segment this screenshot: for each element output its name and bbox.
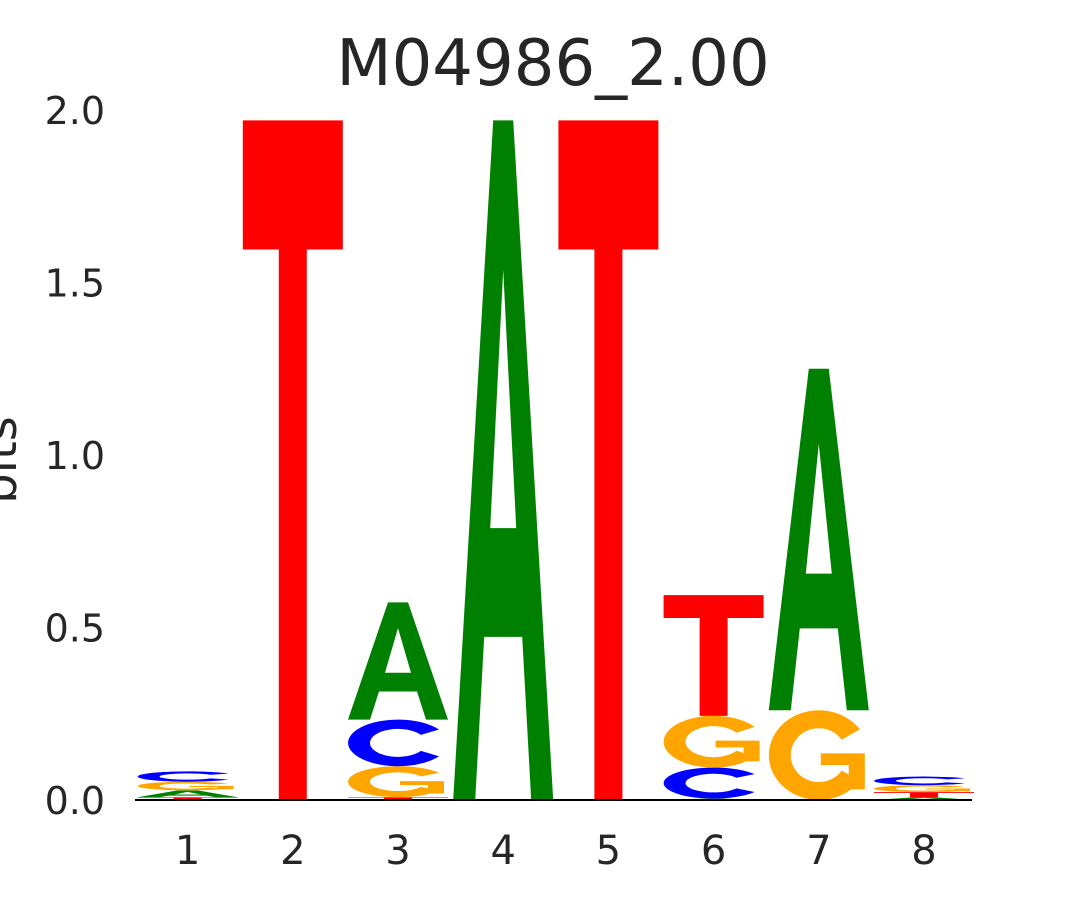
x-tick-label: 3 [385,828,410,874]
logo-letter-G [348,766,444,798]
letter-glyph-shape [242,120,343,801]
letter-glyph-shape [348,719,439,767]
logo-letter-T [348,797,448,800]
logo-letter-G [768,710,865,800]
x-tick-label: 1 [175,828,200,874]
letter-glyph-shape [189,785,234,790]
logo-letter-C [348,719,439,767]
logo-letter-C [137,771,229,782]
logo-letter-A [768,368,869,711]
y-tick-label: 1.0 [45,434,105,478]
letter-glyph-shape [926,788,970,792]
logo-letter-C [874,776,965,786]
chart-title: M04986_2.00 [336,27,769,101]
letter-glyph-shape [663,715,755,768]
y-tick-label: 0.0 [45,779,105,823]
logo-letter-G [663,715,760,768]
y-axis-label: bits [0,416,28,504]
logo-letter-A [348,602,448,720]
letter-glyph-shape [137,790,238,798]
letter-glyph-shape [453,120,554,801]
logo-letter-G [874,785,970,793]
logo-letter-T [874,792,974,798]
y-tick-label: 0.5 [45,607,105,651]
y-tick-label: 1.5 [45,262,105,306]
x-tick-label: 4 [490,828,515,874]
logo-letter-A [453,120,554,801]
logo-letter-T [663,595,764,716]
letter-glyph-shape [348,797,448,800]
letter-glyph-shape [874,776,965,786]
logo-letter-T [242,120,343,801]
logo-letter-T [558,120,659,801]
x-tick-label: 5 [596,828,621,874]
letter-glyph-shape [348,766,439,798]
x-tick-label: 2 [280,828,305,874]
letter-glyph-shape [137,781,229,791]
letter-glyph-shape [348,602,448,720]
x-ticks: 1 2 3 4 5 6 7 8 [175,828,937,874]
letter-glyph-shape [400,781,444,794]
y-ticks: 0.0 0.5 1.0 1.5 2.0 [45,89,105,823]
letter-glyph-shape [663,595,764,716]
letter-glyph-shape [137,797,238,800]
letter-glyph-shape [663,767,755,799]
logo-letters [137,120,974,801]
y-tick-label: 2.0 [45,89,105,133]
logo-letter-C [663,767,755,799]
letter-glyph-shape [768,368,869,711]
letter-glyph-shape [558,120,659,801]
x-tick-label: 8 [911,828,936,874]
letter-glyph-shape [768,710,860,800]
x-tick-label: 6 [701,828,726,874]
letter-glyph-shape [137,771,229,782]
letter-glyph-shape [874,785,965,793]
logo-letter-G [137,781,234,791]
letter-glyph-shape [874,792,974,798]
letter-glyph-shape [715,740,760,762]
letter-glyph-shape [820,753,865,790]
logo-letter-A [137,790,238,798]
logo-letter-T [137,797,238,800]
x-tick-label: 7 [806,828,831,874]
